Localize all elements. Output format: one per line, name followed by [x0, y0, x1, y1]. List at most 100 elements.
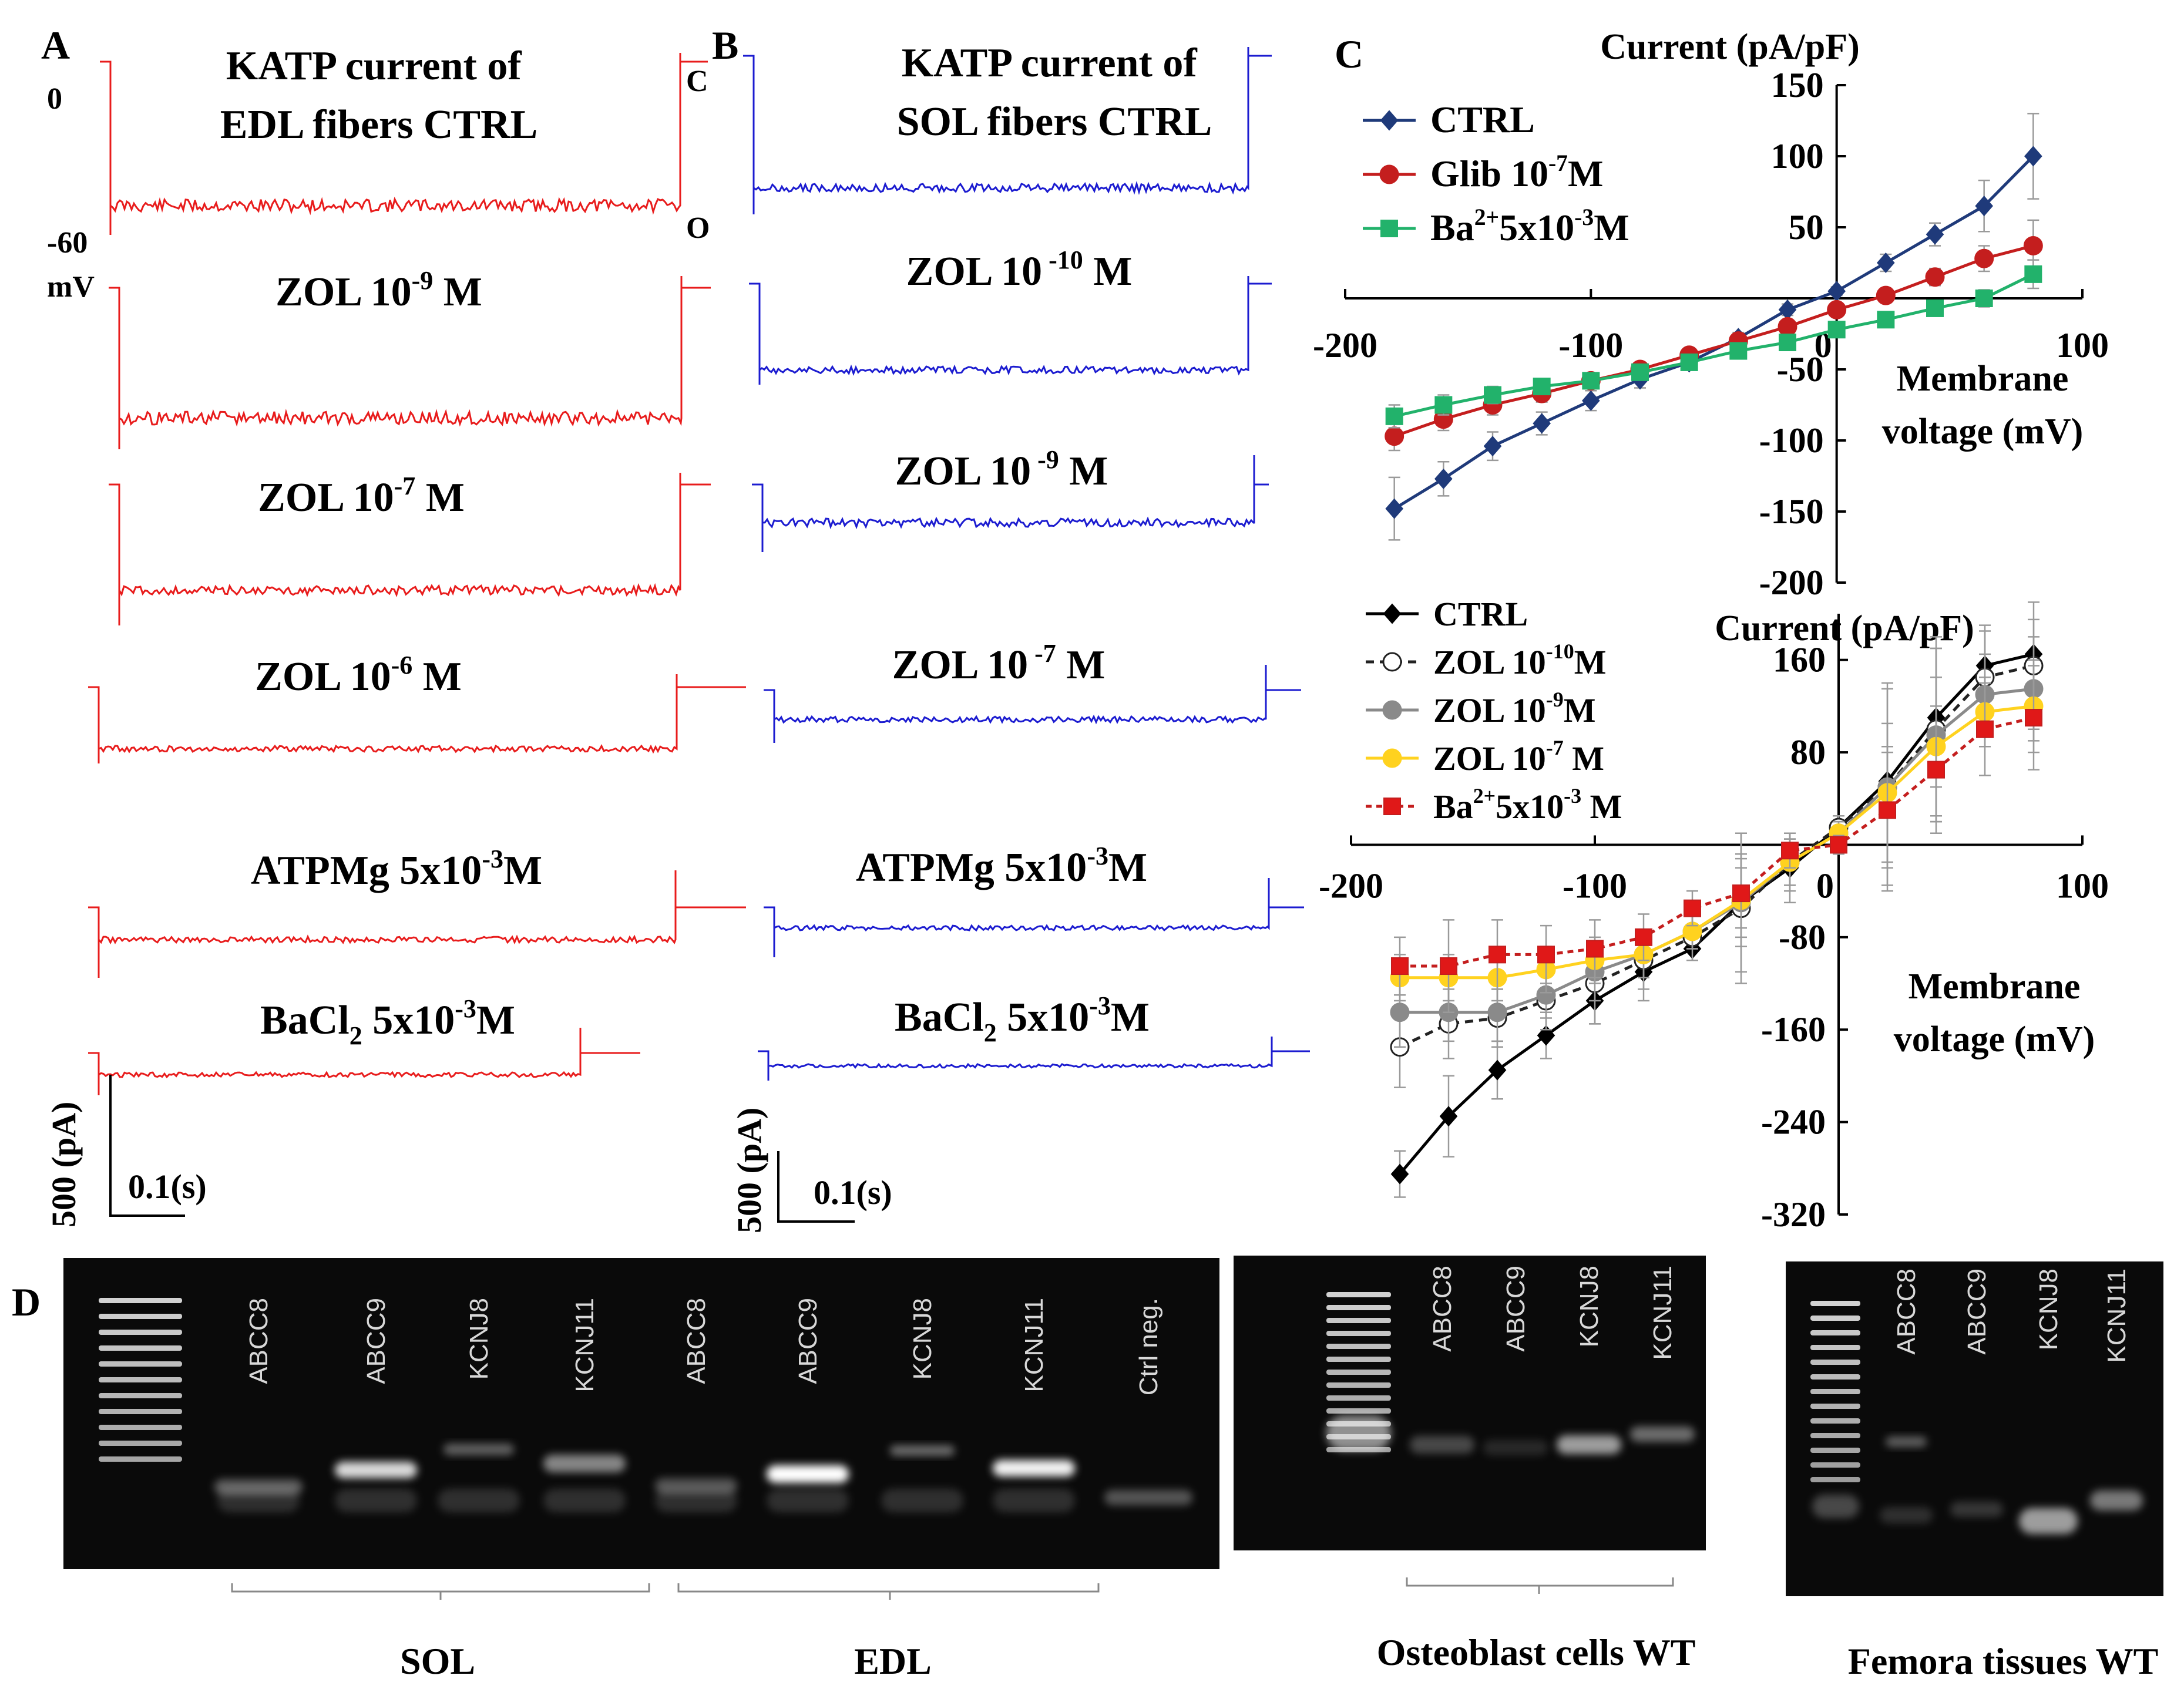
ladder-band	[1810, 1345, 1860, 1350]
scale-bar	[777, 1151, 855, 1223]
data-point	[1537, 946, 1555, 964]
data-point	[1684, 899, 1701, 917]
panel-d-letter: D	[12, 1280, 41, 1324]
scale-bar	[109, 1075, 185, 1217]
dna-band	[890, 1445, 955, 1456]
current-trace	[88, 1028, 640, 1095]
dna-band	[767, 1465, 849, 1483]
dna-band	[335, 1489, 417, 1512]
dna-band	[1886, 1436, 1927, 1447]
lane-label: KCNJ8	[1575, 1266, 1604, 1347]
legend-label: Ba2+5x10-3M	[1430, 204, 1629, 248]
data-point	[1390, 1002, 1410, 1022]
y-tick-label: 80	[1790, 733, 1826, 772]
legend-entry: Glib 10-7M	[1363, 150, 1603, 194]
legend-entry: ZOL 10-7 M	[1366, 736, 1604, 778]
sol-current-traces	[743, 47, 1310, 1081]
edl-current-traces	[88, 53, 746, 1095]
data-point	[1877, 311, 1895, 329]
lane-label: ABCC9	[1501, 1266, 1530, 1352]
trace-label: BaCl2 5x10-3M	[260, 994, 515, 1050]
dna-band	[1950, 1502, 2003, 1517]
lane-group-bracket	[1406, 1577, 1674, 1594]
ladder-band	[99, 1393, 182, 1398]
trace-label: ZOL 10 -7 M	[892, 639, 1106, 688]
x-tick-label: 0	[1816, 866, 1834, 905]
data-point	[1483, 436, 1502, 457]
lane-group-label: Osteoblast cells WT	[1377, 1631, 1696, 1673]
ladder-band	[1326, 1344, 1391, 1349]
current-trace	[109, 473, 711, 625]
dna-band	[217, 1489, 300, 1512]
ladder-band	[1326, 1357, 1391, 1362]
data-point	[1385, 498, 1403, 519]
data-point	[1533, 378, 1551, 396]
series-5	[1391, 665, 2042, 1013]
current-trace	[764, 665, 1301, 743]
data-point	[1926, 224, 1944, 245]
dna-band	[993, 1489, 1075, 1512]
ladder-band	[99, 1441, 182, 1446]
trace-label: ZOL 10-6 M	[255, 651, 462, 699]
panel-d: D ABCC8 ABCC9 KCNJ8 KCNJ11 ABCC8 ABCC9 KCNJ8 KC…	[12, 1256, 2163, 1682]
data-point	[1876, 285, 1896, 305]
ladder-band	[99, 1314, 182, 1319]
series-line	[1393, 155, 2035, 510]
ladder-band	[1326, 1382, 1391, 1388]
data-point	[1537, 1025, 1555, 1046]
ladder-band	[1810, 1316, 1860, 1321]
data-point	[1974, 248, 1994, 268]
y-tick-label: 50	[1789, 208, 1824, 247]
trace-label: ATPMg 5x10-3M	[251, 845, 542, 893]
data-point	[1781, 842, 1799, 860]
dna-band	[993, 1460, 1075, 1476]
amplitude-scale-label: 500 (pA)	[45, 1102, 83, 1227]
y-tick-label: -240	[1761, 1103, 1826, 1142]
ladder-band	[99, 1330, 182, 1335]
lane-label: Ctrl neg.	[1134, 1298, 1163, 1395]
iv-chart-bottom: -200 -100 0 100 160 80 -80 -160 -240 -320 Current …	[1319, 595, 2109, 1234]
trace-label: ZOL 10 -10 M	[906, 245, 1133, 294]
data-point	[1927, 761, 1945, 779]
ladder-band	[99, 1377, 182, 1382]
data-point	[1487, 1002, 1507, 1022]
current-trace	[109, 276, 711, 449]
panel-a-letter: A	[41, 23, 70, 68]
lane-label: KCNJ8	[908, 1298, 937, 1380]
closed-state-mark: C	[686, 65, 708, 98]
x-tick-label: 100	[2056, 866, 2109, 905]
trace-label: ZOL 10-9 M	[275, 266, 482, 315]
panel-a: A 0 -60 mV KATP current of EDL fibers CT…	[41, 23, 746, 1227]
dna-band	[1410, 1436, 1474, 1454]
ladder-band	[1810, 1462, 1860, 1468]
dna-band	[2090, 1491, 2143, 1510]
x-axis-label: voltage (mV)	[1894, 1020, 2095, 1059]
data-point	[1385, 426, 1405, 446]
dna-band	[767, 1489, 849, 1512]
voltage-unit-mark: mV	[47, 270, 95, 304]
current-trace	[743, 47, 1272, 214]
data-point	[1489, 946, 1506, 964]
y-tick-label: 150	[1771, 66, 1824, 105]
legend-marker	[1382, 652, 1402, 672]
panel-c: C -200 -100 0 100 150 100 50 -50 -100 -150 -200 Cur…	[1313, 27, 2109, 1234]
lane-label: ABCC8	[244, 1298, 273, 1384]
data-point	[1635, 928, 1652, 946]
ladder-band	[1810, 1360, 1860, 1365]
lane-label: KCNJ8	[2034, 1269, 2063, 1350]
x-tick-label: 100	[2056, 326, 2109, 365]
legend-marker	[1379, 164, 1399, 184]
y-tick-label: -80	[1779, 918, 1826, 957]
gel-osteoblast	[1234, 1256, 1706, 1550]
data-point	[1391, 957, 1409, 975]
lane-group-label: EDL	[854, 1640, 932, 1682]
legend-label: ZOL 10-7 M	[1433, 736, 1604, 778]
lane-label: ABCC8	[1428, 1266, 1457, 1352]
ladder-band	[1326, 1292, 1391, 1297]
legend-marker	[1380, 110, 1399, 131]
legend-entry: CTRL	[1363, 99, 1535, 140]
current-trace	[88, 674, 746, 763]
dna-band	[438, 1489, 520, 1512]
y-axis-label: Current (pA/pF)	[1600, 27, 1859, 67]
ladder-band	[1810, 1477, 1860, 1482]
